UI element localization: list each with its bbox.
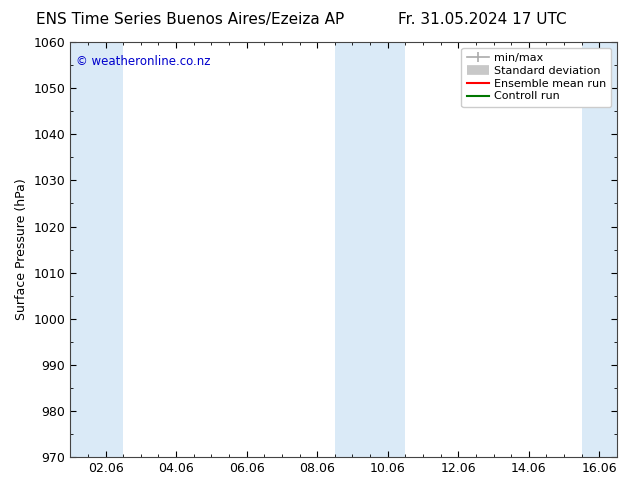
- Text: ENS Time Series Buenos Aires/Ezeiza AP: ENS Time Series Buenos Aires/Ezeiza AP: [36, 12, 344, 27]
- Bar: [335, 42, 405, 457]
- Text: © weatheronline.co.nz: © weatheronline.co.nz: [75, 54, 210, 68]
- Bar: [70, 42, 123, 457]
- Text: Fr. 31.05.2024 17 UTC: Fr. 31.05.2024 17 UTC: [398, 12, 566, 27]
- Legend: min/max, Standard deviation, Ensemble mean run, Controll run: min/max, Standard deviation, Ensemble me…: [462, 48, 611, 107]
- Bar: [582, 42, 617, 457]
- Y-axis label: Surface Pressure (hPa): Surface Pressure (hPa): [15, 179, 28, 320]
